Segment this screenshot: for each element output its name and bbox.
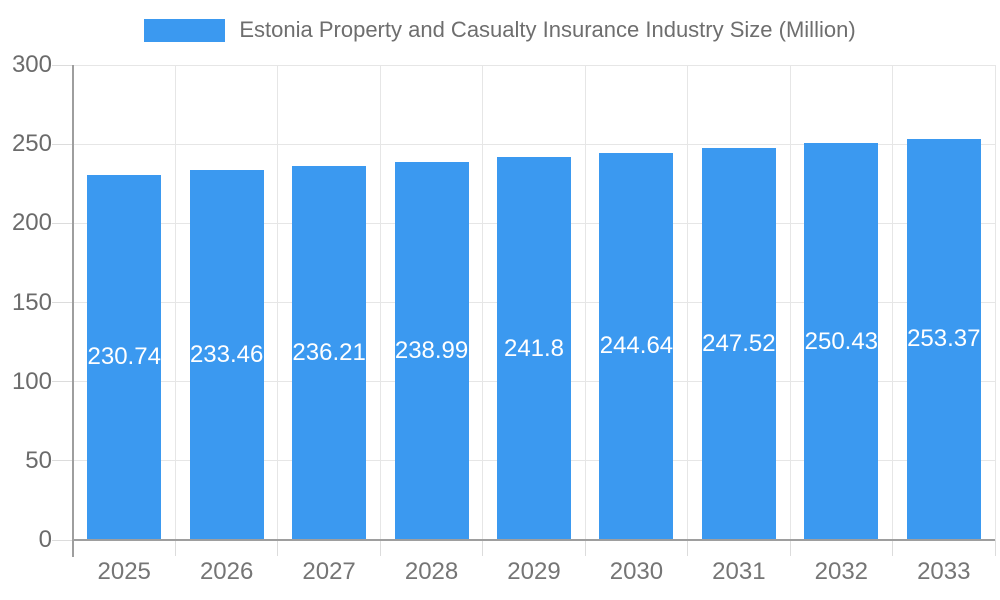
x-axis-category-label: 2033: [917, 558, 971, 585]
x-axis-category-label: 2031: [712, 558, 766, 585]
x-axis-tick: [379, 540, 381, 556]
y-axis-tick-label: 100: [11, 367, 52, 395]
gridline-vertical: [482, 65, 484, 540]
bar-value-label: 244.64: [599, 332, 674, 360]
legend-swatch: [144, 18, 226, 42]
gridline-horizontal: [73, 143, 995, 145]
gridline-vertical: [379, 65, 381, 540]
gridline-vertical: [892, 65, 894, 540]
y-axis-line: [72, 65, 74, 557]
bar-value-label: 238.99: [394, 336, 469, 364]
bar-value-label: 241.8: [503, 334, 565, 362]
gridline-vertical: [277, 65, 279, 540]
x-axis-tick: [892, 540, 894, 556]
y-axis-tick: [52, 381, 73, 383]
legend: Estonia Property and Casualty Insurance …: [0, 17, 1000, 43]
y-axis-tick: [52, 222, 73, 224]
bar-value-label: 230.74: [87, 343, 161, 371]
x-axis-category-label: 2030: [609, 558, 664, 585]
bar[interactable]: [292, 166, 367, 540]
x-axis-category-label: 2028: [404, 558, 459, 585]
gridline-vertical: [174, 65, 176, 540]
y-axis-tick: [52, 539, 73, 541]
bar[interactable]: [701, 148, 776, 540]
bar-value-label: 233.46: [189, 341, 264, 369]
x-axis-category-label: 2029: [507, 558, 561, 585]
bar[interactable]: [394, 161, 469, 540]
x-axis-tick: [174, 540, 176, 556]
x-axis-tick: [789, 540, 791, 556]
y-axis-tick-label: 150: [11, 288, 52, 316]
gridline-vertical: [687, 65, 689, 540]
y-axis-tick-label: 300: [11, 51, 52, 78]
x-axis-tick: [584, 540, 586, 556]
gridline-vertical: [994, 65, 996, 540]
y-axis-tick-label: 0: [38, 526, 52, 553]
y-axis-tick: [52, 143, 73, 145]
y-axis-tick: [52, 64, 73, 66]
bar-value-label: 236.21: [292, 339, 366, 366]
bar-value-label: 250.43: [804, 327, 879, 355]
x-axis-tick: [687, 540, 689, 556]
gridline-vertical: [789, 65, 791, 540]
bar[interactable]: [599, 152, 674, 540]
y-axis-tick-label: 250: [11, 130, 52, 158]
y-axis-tick-label: 50: [25, 446, 52, 474]
bar-value-label: 253.37: [907, 325, 981, 353]
bar[interactable]: [804, 143, 879, 540]
y-axis-tick: [52, 302, 73, 303]
y-axis-tick: [52, 460, 73, 462]
x-axis-category-label: 2027: [302, 558, 356, 585]
x-axis-tick: [482, 540, 484, 556]
x-axis-category-label: 2032: [814, 558, 869, 585]
legend-label: Estonia Property and Casualty Insurance …: [239, 17, 856, 42]
bar-value-label: 247.52: [702, 330, 776, 358]
x-axis-baseline: [73, 539, 995, 541]
x-axis-category-label: 2025: [97, 558, 151, 585]
bar[interactable]: [87, 174, 162, 540]
bar[interactable]: [906, 138, 981, 540]
bar[interactable]: [497, 157, 571, 540]
x-axis-tick: [994, 540, 996, 556]
x-axis-category-label: 2026: [199, 558, 254, 585]
bar[interactable]: [189, 170, 264, 540]
gridline-vertical: [584, 65, 586, 540]
gridline-horizontal: [73, 64, 995, 66]
y-axis-tick-label: 200: [11, 209, 52, 237]
x-axis-tick: [277, 540, 279, 556]
